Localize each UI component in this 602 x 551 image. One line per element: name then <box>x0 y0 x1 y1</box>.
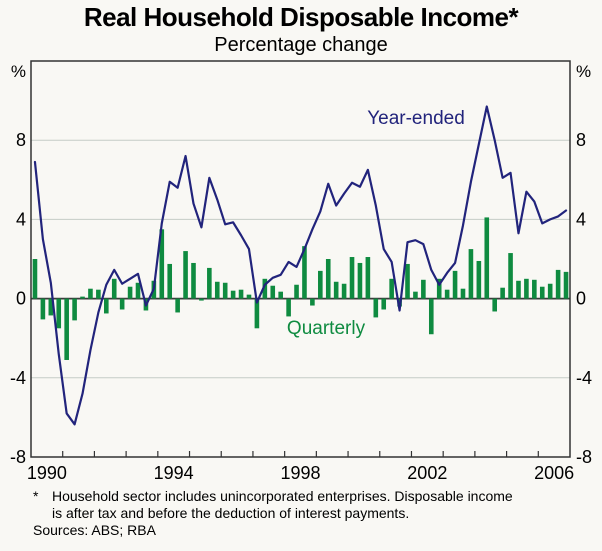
quarterly-bar <box>333 281 339 299</box>
quarterly-bar <box>476 260 482 299</box>
quarterly-bar <box>167 263 173 299</box>
quarterly-bar <box>468 249 474 299</box>
y-tick-label-left: 0 <box>16 289 26 309</box>
x-tick-label: 1990 <box>27 463 67 483</box>
quarterly-bar <box>302 246 307 299</box>
quarterly-bar <box>563 271 569 299</box>
quarterly-bar <box>532 279 537 299</box>
quarterly-bar <box>547 283 553 299</box>
quarterly-bar <box>183 251 188 299</box>
quarterly-bar <box>341 283 347 299</box>
series-label-year-ended: Year-ended <box>367 108 465 129</box>
quarterly-bar <box>436 278 442 299</box>
y-tick-label-right: -4 <box>576 368 592 388</box>
x-tick-label: 2002 <box>407 463 447 483</box>
quarterly-bar <box>539 286 545 299</box>
y-tick-label-left: 8 <box>16 130 26 150</box>
quarterly-bar <box>508 253 513 299</box>
footnote-line-1: Household sector includes unincorporated… <box>52 488 513 504</box>
quarterly-bar <box>254 298 260 329</box>
quarterly-bar <box>127 286 133 299</box>
quarterly-bar <box>421 279 426 299</box>
quarterly-bar <box>230 290 236 299</box>
quarterly-bar <box>32 259 38 299</box>
y-tick-label-right: -8 <box>576 447 592 467</box>
quarterly-bar <box>64 298 69 360</box>
quarterly-bar <box>96 289 101 299</box>
year-ended-line <box>33 105 568 426</box>
quarterly-bar <box>207 267 212 299</box>
quarterly-bar <box>159 229 165 299</box>
quarterly-bar <box>444 289 450 299</box>
quarterly-bar <box>104 298 109 314</box>
footnote-marker: * <box>33 488 39 504</box>
quarterly-bar <box>270 285 276 299</box>
y-axis-unit-left: % <box>11 62 26 81</box>
plot-border <box>30 60 571 458</box>
quarterly-bar <box>452 270 458 299</box>
quarterly-bar <box>191 262 196 299</box>
quarterly-bar <box>135 282 141 299</box>
quarterly-bar <box>286 298 291 317</box>
quarterly-bar <box>80 296 85 299</box>
quarterly-bar <box>238 289 244 299</box>
quarterly-bar <box>310 298 315 306</box>
chart-title: Real Household Disposable Income* <box>83 2 519 32</box>
chart-subtitle: Percentage change <box>214 34 388 56</box>
quarterly-bar <box>484 217 490 299</box>
quarterly-bar <box>492 298 497 312</box>
y-tick-label-right: 0 <box>576 289 586 309</box>
quarterly-bar <box>48 298 54 316</box>
quarterly-bar <box>222 282 228 299</box>
quarterly-bar <box>72 298 77 321</box>
x-tick-label: 2006 <box>534 463 574 483</box>
quarterly-bar <box>381 298 387 310</box>
quarterly-bar <box>246 294 252 299</box>
quarterly-bar <box>214 281 220 299</box>
quarterly-bar <box>524 278 529 299</box>
footnote-sources: Sources: ABS; RBA <box>33 522 156 538</box>
y-axis-unit-right: % <box>576 62 591 81</box>
quarterly-bar <box>40 298 46 320</box>
quarterly-bar <box>111 278 117 299</box>
y-tick-label-left: -4 <box>10 368 26 388</box>
quarterly-bar <box>357 262 363 299</box>
quarterly-bar <box>119 298 125 310</box>
y-tick-label-left: -8 <box>10 447 26 467</box>
series-label-quarterly: Quarterly <box>286 318 366 339</box>
quarterly-bar <box>199 298 204 301</box>
quarterly-bar <box>373 298 379 318</box>
quarterly-bar <box>428 298 434 335</box>
quarterly-bar <box>294 284 299 299</box>
quarterly-bar <box>349 257 355 299</box>
y-tick-label-right: 8 <box>576 130 586 150</box>
quarterly-bar <box>516 280 521 299</box>
quarterly-bar <box>405 263 410 299</box>
quarterly-bar <box>365 257 371 299</box>
x-tick-label: 1998 <box>280 463 320 483</box>
x-tick-label: 1994 <box>154 463 194 483</box>
quarterly-bar <box>460 288 466 299</box>
quarterly-bar <box>413 291 418 299</box>
quarterly-bar <box>262 278 268 299</box>
quarterly-bar <box>325 259 331 299</box>
quarterly-bar <box>500 287 505 299</box>
quarterly-bar <box>555 269 561 299</box>
quarterly-bar <box>318 270 323 299</box>
quarterly-bar <box>56 298 62 329</box>
y-tick-label-right: 4 <box>576 209 586 229</box>
quarterly-bar <box>88 288 93 299</box>
quarterly-bar <box>175 298 180 313</box>
quarterly-bar <box>389 278 394 299</box>
y-tick-label-left: 4 <box>16 209 26 229</box>
footnote-line-2: is after tax and before the deduction of… <box>52 505 410 521</box>
quarterly-bar <box>278 291 283 299</box>
